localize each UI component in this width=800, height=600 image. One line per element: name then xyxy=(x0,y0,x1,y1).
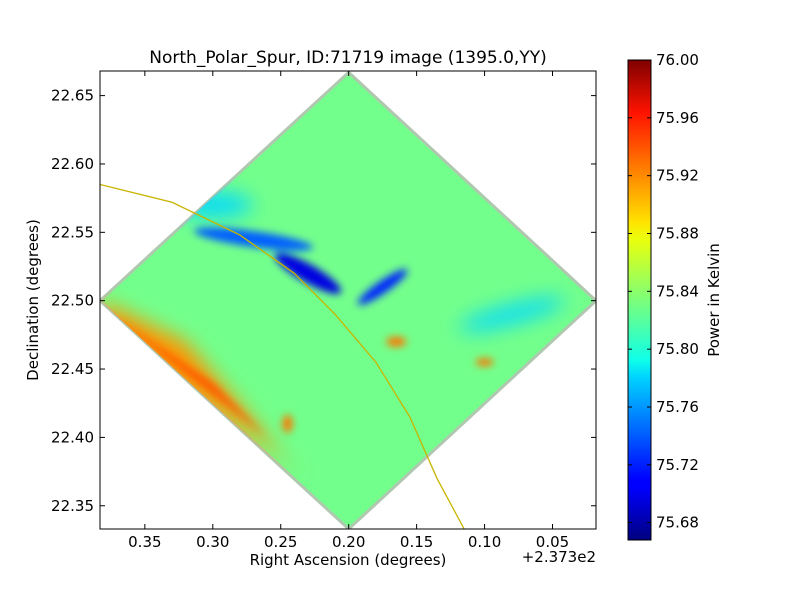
colorbar-tick-label: 75.96 xyxy=(656,109,699,127)
y-tick-label: 22.50 xyxy=(51,292,94,310)
hot-spot-lower xyxy=(282,414,293,433)
cool-right-arm xyxy=(458,297,565,332)
x-axis-ticks: 0.35 0.30 0.25 0.20 0.15 0.10 0.05 xyxy=(128,71,569,551)
y-tick-label: 22.65 xyxy=(51,87,94,105)
colorbar: 75.68 75.72 75.76 75.80 75.84 75.88 75.92 75.96… xyxy=(627,51,723,541)
colorbar-label: Power in Kelvin xyxy=(705,243,723,357)
hot-spot-center xyxy=(386,336,407,347)
axes-frame xyxy=(99,70,597,530)
colorbar-tick-label: 75.92 xyxy=(656,167,699,185)
x-tick-label: 0.35 xyxy=(128,533,161,551)
plot-area: 0.35 0.30 0.25 0.20 0.15 0.10 0.05 22.3522.402… xyxy=(51,70,597,551)
y-axis-label: Declination (degrees) xyxy=(24,219,42,381)
colorbar-ticks: 75.68 75.72 75.76 75.80 75.84 75.88 75.92 75.96… xyxy=(628,51,699,532)
colorbar-tick-label: 76.00 xyxy=(656,51,699,69)
heatmap-base xyxy=(100,71,596,529)
x-tick-label: 0.05 xyxy=(536,533,569,551)
colorbar-tick-label: 75.80 xyxy=(656,340,699,358)
x-tick-label: 0.10 xyxy=(468,533,501,551)
colorbar-tick-label: 75.76 xyxy=(656,398,699,416)
colorbar-gradient xyxy=(627,59,652,541)
x-tick-label: 0.15 xyxy=(400,533,433,551)
colorbar-tick-label: 75.72 xyxy=(656,456,699,474)
y-tick-label: 22.60 xyxy=(51,155,94,173)
cold-central-arm xyxy=(357,269,408,305)
y-tick-label: 22.40 xyxy=(51,428,94,446)
cold-upper-left-arm xyxy=(194,227,313,251)
y-axis-ticks: 22.35 22.40 22.45 22.50 22.55 22.60 22.65 xyxy=(51,87,596,515)
y-tick-label: 22.45 xyxy=(51,360,94,378)
y-tick-label: 22.55 xyxy=(51,223,94,241)
colorbar-tick-label: 75.88 xyxy=(656,224,699,242)
x-tick-label: 0.30 xyxy=(196,533,229,551)
hot-spot-right xyxy=(475,358,494,367)
colorbar-tick-label: 75.84 xyxy=(656,282,699,300)
x-tick-label: 0.25 xyxy=(264,533,297,551)
y-tick-label: 22.35 xyxy=(51,497,94,515)
x-tick-label: 0.20 xyxy=(332,533,365,551)
x-axis-offset-label: +2.373e2 xyxy=(522,548,596,566)
x-axis-label: Right Ascension (degrees) xyxy=(250,551,447,569)
colorbar-tick-label: 75.68 xyxy=(656,514,699,532)
overlay-curve xyxy=(100,183,465,529)
chart-title: North_Polar_Spur, ID:71719 image (1395.0… xyxy=(149,48,546,68)
cold-central-cross xyxy=(274,252,342,294)
